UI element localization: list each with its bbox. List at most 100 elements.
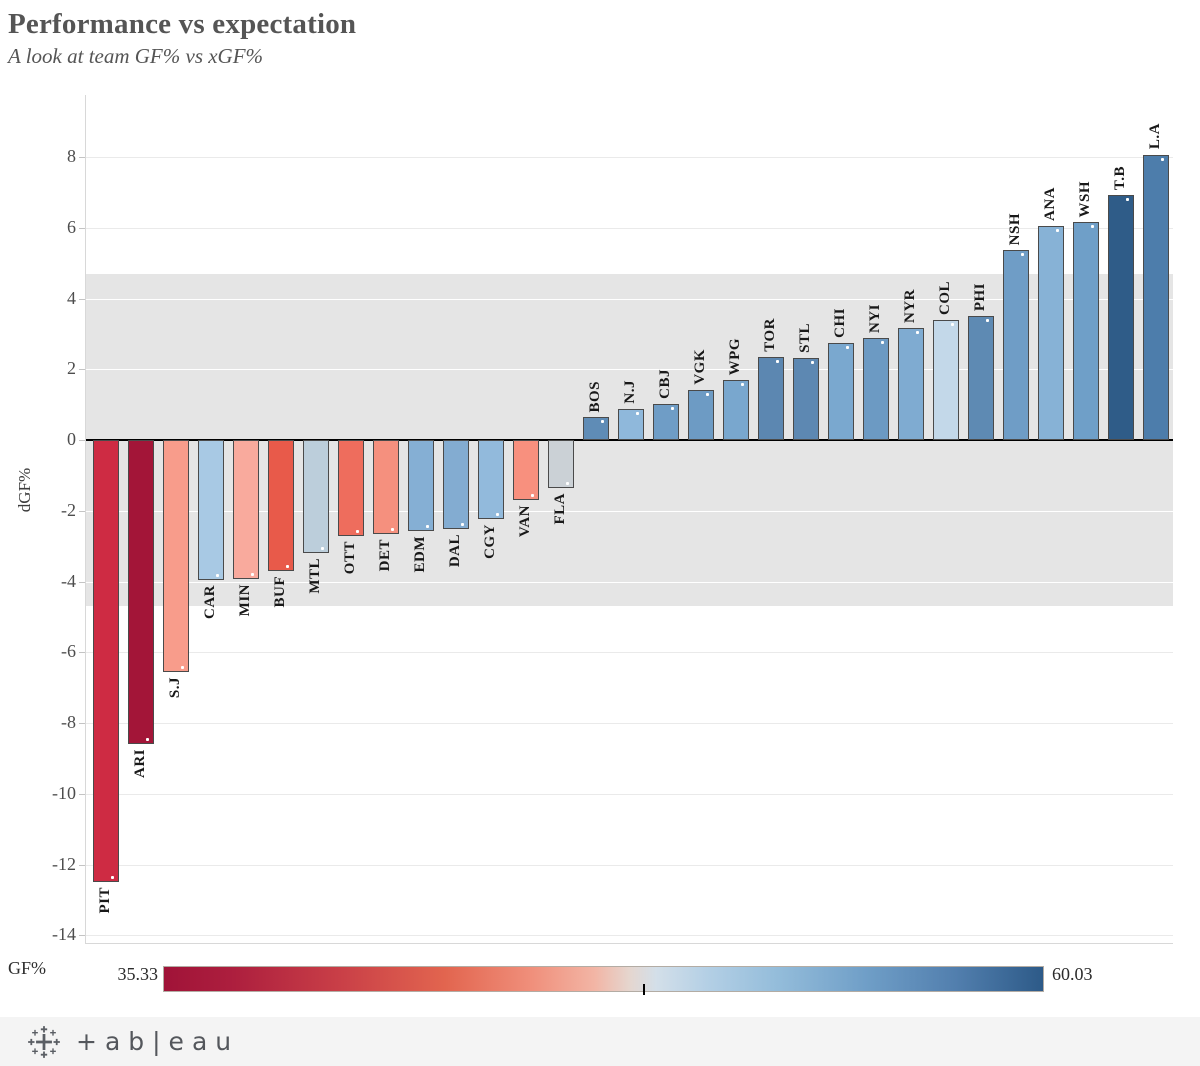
bar-label-STL: STL	[796, 322, 813, 353]
bar-N.J[interactable]	[617, 408, 644, 440]
bar-CBJ[interactable]	[652, 403, 679, 440]
bar-label-T.B: T.B	[1111, 166, 1128, 191]
bar-label-NSH: NSH	[1006, 212, 1023, 246]
bar-end-dot	[1020, 253, 1024, 257]
bar-PIT[interactable]	[92, 440, 119, 883]
bar-EDM[interactable]	[407, 440, 434, 531]
bar-end-dot	[985, 319, 989, 323]
y-tick-mark	[79, 227, 85, 229]
gridline	[86, 582, 1173, 583]
bar-label-COL: COL	[936, 281, 953, 316]
bar-BOS[interactable]	[582, 417, 609, 440]
bar-label-VGK: VGK	[691, 349, 708, 386]
y-tick-mark	[79, 864, 85, 866]
y-tick-label: -6	[61, 641, 76, 662]
y-tick-label: -4	[61, 570, 76, 591]
y-tick-label: -8	[61, 712, 76, 732]
footer-bar: +ab|eau	[0, 1017, 1200, 1066]
bar-end-dot	[635, 411, 639, 415]
gridline	[86, 299, 1173, 300]
bar-ARI[interactable]	[127, 440, 154, 745]
bar-BUF[interactable]	[267, 440, 294, 571]
page-title: Performance vs expectation	[8, 8, 357, 40]
bar-FLA[interactable]	[547, 440, 574, 488]
bar-end-dot	[145, 738, 149, 742]
tableau-brand-link[interactable]: +ab|eau	[26, 1024, 239, 1060]
bar-TOR[interactable]	[757, 356, 784, 440]
bar-label-S.J: S.J	[166, 676, 183, 698]
bar-MTL[interactable]	[302, 440, 329, 554]
bar-VGK[interactable]	[687, 390, 714, 440]
bar-end-dot	[285, 564, 289, 568]
y-tick-mark	[79, 935, 85, 937]
bar-end-dot	[775, 359, 779, 363]
bar-NYI[interactable]	[862, 338, 889, 440]
bar-NYR[interactable]	[897, 327, 924, 440]
bar-end-dot	[1125, 198, 1129, 202]
bar-label-VAN: VAN	[516, 505, 533, 538]
gridline	[86, 369, 1173, 370]
bar-MIN[interactable]	[232, 440, 259, 580]
bar-CAR[interactable]	[197, 440, 224, 581]
bar-label-N.J: N.J	[621, 380, 638, 404]
bar-CHI[interactable]	[827, 342, 854, 440]
color-legend-gradient[interactable]	[163, 966, 1044, 992]
bar-end-dot	[460, 523, 464, 527]
bar-end-dot	[1090, 225, 1094, 229]
bar-ANA[interactable]	[1037, 226, 1064, 440]
bar-end-dot	[215, 574, 219, 578]
bar-NSH[interactable]	[1002, 250, 1029, 440]
bar-label-OTT: OTT	[341, 540, 358, 574]
gridline	[86, 723, 1173, 724]
y-tick-label: 8	[67, 146, 76, 166]
bar-end-dot	[250, 573, 254, 577]
legend-title: GF%	[8, 958, 47, 978]
gridline	[86, 865, 1173, 866]
bar-L.A[interactable]	[1142, 154, 1169, 440]
bar-label-TOR: TOR	[761, 318, 778, 352]
bar-label-DET: DET	[376, 539, 393, 572]
y-tick-label: -2	[61, 499, 76, 520]
gridline	[86, 652, 1173, 653]
bar-label-L.A: L.A	[1146, 123, 1163, 150]
bar-WSH[interactable]	[1072, 222, 1099, 440]
y-tick-label: 0	[67, 429, 76, 449]
y-tick-mark	[79, 723, 85, 724]
bar-T.B[interactable]	[1107, 195, 1134, 440]
bar-label-WPG: WPG	[726, 337, 743, 376]
y-tick-mark	[79, 298, 85, 300]
bar-CGY[interactable]	[477, 440, 504, 519]
y-tick-mark	[79, 793, 85, 795]
bar-label-DAL: DAL	[446, 534, 463, 568]
bar-end-dot	[705, 393, 709, 397]
bar-end-dot	[530, 494, 534, 498]
bar-label-MIN: MIN	[236, 584, 253, 617]
bar-end-dot	[565, 481, 569, 485]
bar-COL[interactable]	[932, 320, 959, 440]
y-tick-mark	[79, 510, 85, 512]
bar-PHI[interactable]	[967, 316, 994, 440]
gridline	[86, 511, 1173, 512]
bar-DET[interactable]	[372, 440, 399, 535]
bar-end-dot	[390, 528, 394, 532]
bar-end-dot	[1055, 229, 1059, 233]
bar-VAN[interactable]	[512, 440, 539, 501]
bar-STL[interactable]	[792, 357, 819, 440]
bar-end-dot	[810, 360, 814, 364]
bar-S.J[interactable]	[162, 440, 189, 672]
bar-label-NYR: NYR	[901, 288, 918, 323]
bar-label-CGY: CGY	[481, 523, 498, 559]
bar-end-dot	[880, 341, 884, 345]
bar-WPG[interactable]	[722, 380, 749, 440]
y-tick-label: -12	[52, 853, 76, 874]
y-tick-label: 6	[67, 216, 76, 237]
bar-OTT[interactable]	[337, 440, 364, 536]
plot-area: PIT ARI S.J CAR MIN BUF MTL OTT DET EDM DAL CGY VAN F…	[85, 95, 1173, 944]
bar-label-EDM: EDM	[411, 535, 428, 573]
y-tick-mark	[79, 440, 85, 441]
bar-DAL[interactable]	[442, 440, 469, 530]
bar-label-PIT: PIT	[96, 887, 113, 914]
legend-max-label: 60.03	[1052, 964, 1093, 984]
bar-end-dot	[740, 383, 744, 387]
